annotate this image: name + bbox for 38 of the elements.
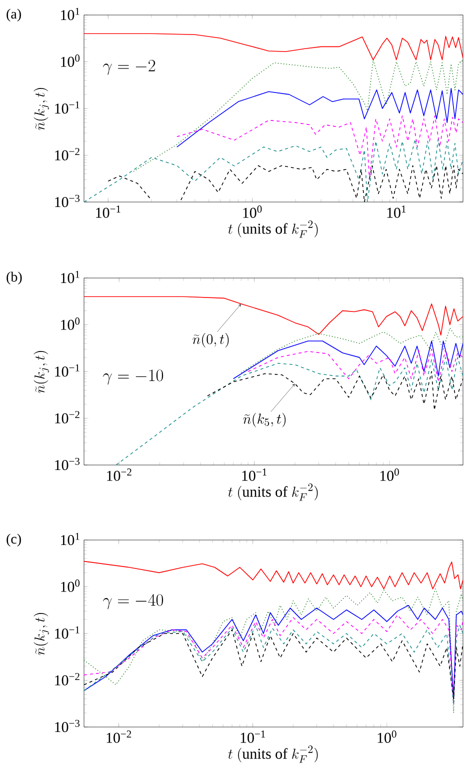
y-tick-label: 10$^{−2}$ xyxy=(55,411,80,424)
y-tick-label: 10$^{−3}$ xyxy=(55,194,80,208)
annotation: $\gamma = -40$ xyxy=(103,594,164,610)
annotation: $\gamma = -2$ xyxy=(103,60,156,75)
x-tick-label: 10$^{1}$ xyxy=(387,206,406,218)
x-tick-label: 10$^{0}$ xyxy=(243,206,262,218)
y-axis-title: $\widetilde{n}(k_j,t)$ xyxy=(34,351,50,393)
x-tick-label: 10$^{−2}$ xyxy=(107,468,132,481)
y-tick-label: 10$^{−2}$ xyxy=(55,673,80,686)
y-tick-label: 10$^{0}$ xyxy=(61,54,80,67)
y-tick-label: 10$^{−2}$ xyxy=(55,148,80,160)
y-axis-title: $\widetilde{n}(k_j,t)$ xyxy=(34,88,50,130)
x-tick-label: 10$^{0}$ xyxy=(378,730,396,743)
annotation: $\widetilde{n}(0,t)$ xyxy=(192,333,229,348)
chart-title: (c) xyxy=(6,534,21,546)
x-tick-label: 10$^{−1}$ xyxy=(240,730,266,743)
x-tick-label: 10$^{−2}$ xyxy=(106,730,132,743)
y-tick-label: 10$^{1}$ xyxy=(61,270,80,284)
x-axis-title: $t\ (\mathrm{units\ of}\ k_F^{-2})$ xyxy=(228,220,318,238)
y-tick-label: 10$^{1}$ xyxy=(61,532,80,546)
y-tick-label: 10$^{−3}$ xyxy=(55,458,80,470)
y-tick-label: 10$^{1}$ xyxy=(61,8,80,20)
annotation: $\gamma = -10$ xyxy=(103,370,164,385)
y-tick-label: 10$^{−1}$ xyxy=(55,101,80,114)
y-tick-label: 10$^{−1}$ xyxy=(55,626,80,639)
chart-title: (b) xyxy=(6,272,22,284)
y-tick-label: 10$^{0}$ xyxy=(61,580,80,592)
y-axis-title: $\widetilde{n}(k_j,t)$ xyxy=(34,613,50,655)
y-tick-label: 10$^{−1}$ xyxy=(55,364,80,377)
y-tick-label: 10$^{−3}$ xyxy=(55,720,80,732)
y-tick-label: 10$^{0}$ xyxy=(61,318,80,330)
x-tick-label: 10$^{−1}$ xyxy=(96,206,120,218)
annotation: $\widetilde{n}(k_5,t)$ xyxy=(243,412,286,428)
x-tick-label: 10$^{0}$ xyxy=(380,468,399,481)
chart-title: (a) xyxy=(6,8,21,22)
x-tick-label: 10$^{−1}$ xyxy=(242,468,266,481)
x-axis-title: $t\ (\mathrm{units\ of}\ k_F^{-2})$ xyxy=(228,484,318,501)
x-axis-title: $t\ (\mathrm{units\ of}\ k_F^{-2})$ xyxy=(228,746,318,763)
